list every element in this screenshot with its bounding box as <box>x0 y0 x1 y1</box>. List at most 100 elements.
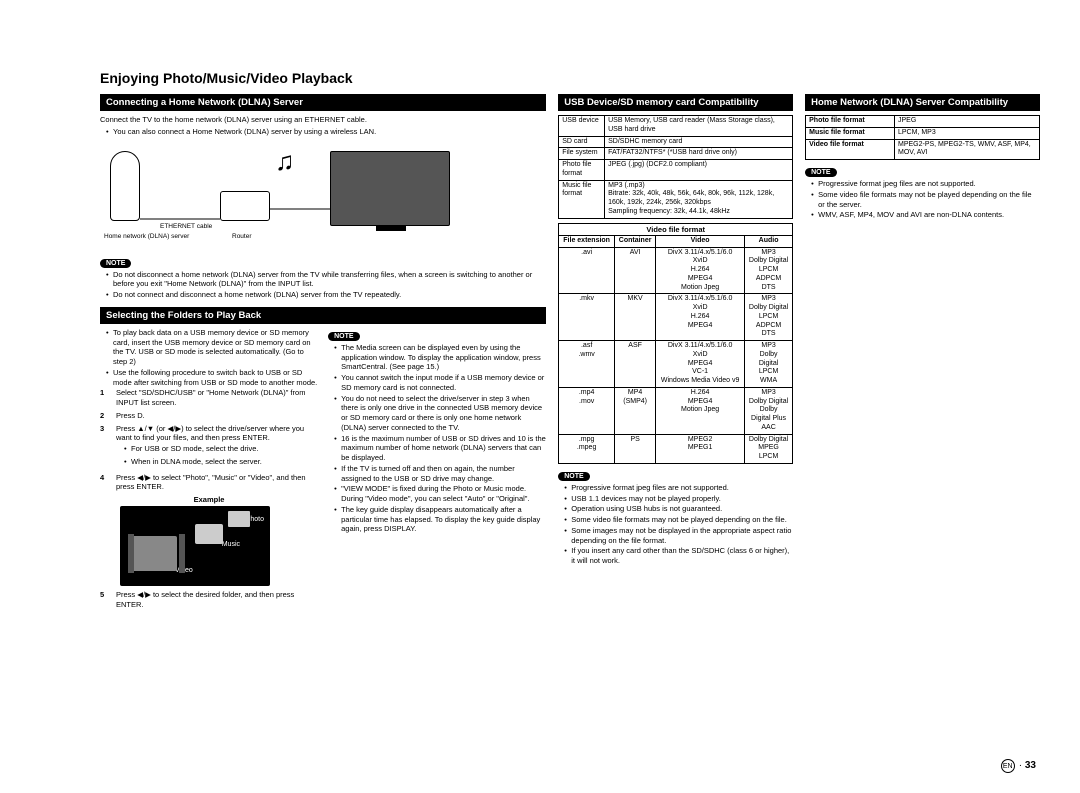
page-number-value: 33 <box>1025 760 1036 771</box>
cell: MP3 Dolby Digital Dolby Digital Plus AAC <box>745 387 793 434</box>
note-item: Operation using USB hubs is not guarante… <box>564 504 793 514</box>
step-text: Select "SD/SDHC/USB" or "Home Network (D… <box>116 388 318 408</box>
step-text: Press D. <box>116 411 145 421</box>
note-badge: NOTE <box>100 259 131 268</box>
note-item: 16 is the maximum number of USB or SD dr… <box>334 434 546 463</box>
cell: DivX 3.11/4.x/5.1/6.0 XviD H.264 MPEG4 <box>656 294 745 341</box>
note-item: Do not disconnect a home network (DLNA) … <box>106 270 546 290</box>
note-badge: NOTE <box>805 168 836 177</box>
step-num: 3 <box>100 424 110 470</box>
step-text: Press ◀/▶ to select the desired folder, … <box>116 590 318 610</box>
cell: MPEG2 MPEG1 <box>656 434 745 463</box>
dlna-bullet: You can also connect a Home Network (DLN… <box>106 127 546 137</box>
note-item: Some images may not be displayed in the … <box>564 526 793 546</box>
cell: MPEG2-PS, MPEG2-TS, WMV, ASF, MP4, MOV, … <box>894 139 1039 160</box>
heading-dlna-compat: Home Network (DLNA) Server Compatibility <box>805 94 1040 111</box>
page-columns: Connecting a Home Network (DLNA) Server … <box>100 94 1040 613</box>
video-format-table: Video file format File extension Contain… <box>558 223 793 464</box>
cell: .avi <box>559 247 615 294</box>
cell: MP3 (.mp3) Bitrate: 32k, 40k, 48k, 56k, … <box>605 180 793 218</box>
folders-right-notes: The Media screen can be displayed even b… <box>328 343 546 534</box>
substep: For USB or SD mode, select the drive. <box>124 444 318 454</box>
cell: JPEG <box>894 116 1039 128</box>
note-badge: NOTE <box>558 472 589 481</box>
dlna-intro: Connect the TV to the home network (DLNA… <box>100 115 546 125</box>
cell: Photo file format <box>806 116 895 128</box>
step-num: 2 <box>100 411 110 421</box>
page-number: EN· 33 <box>1001 759 1036 773</box>
connection-diagram: ♫ Home network (DLNA) server ETHERNET ca… <box>100 141 546 251</box>
example-label: Example <box>100 495 318 504</box>
cell: SD/SDHC memory card <box>605 136 793 148</box>
cell: DivX 3.11/4.x/5.1/6.0 XviD H.264 MPEG4 M… <box>656 247 745 294</box>
cell: FAT/FAT32/NTFS* (*USB hard drive only) <box>605 148 793 160</box>
cell: LPCM, MP3 <box>894 127 1039 139</box>
cell: Video file format <box>806 139 895 160</box>
diagram-wires <box>100 141 460 251</box>
folders-two-col: To play back data on a USB memory device… <box>100 328 546 613</box>
example-image: Photo Music Video <box>120 506 270 586</box>
folders-left: To play back data on a USB memory device… <box>100 328 318 613</box>
dlna-bullets: You can also connect a Home Network (DLN… <box>100 127 546 137</box>
folders-bullet: To play back data on a USB memory device… <box>106 328 318 367</box>
usb-compat-table: USB deviceUSB Memory, USB card reader (M… <box>558 115 793 219</box>
column-left: Connecting a Home Network (DLNA) Server … <box>100 94 546 613</box>
note-item: Do not connect and disconnect a home net… <box>106 290 546 300</box>
note-item: The key guide display disappears automat… <box>334 505 546 534</box>
col-head: File extension <box>559 235 615 247</box>
step-num: 4 <box>100 473 110 493</box>
video-caption: Video file format <box>559 223 793 235</box>
note-item: Some video file formats may not be playe… <box>564 515 793 525</box>
step-num: 5 <box>100 590 110 610</box>
dlna-notes: Do not disconnect a home network (DLNA) … <box>100 270 546 300</box>
note-item: You cannot switch the input mode if a US… <box>334 373 546 393</box>
note-item: USB 1.1 devices may not be played proper… <box>564 494 793 504</box>
folders-bullet: Use the following procedure to switch ba… <box>106 368 318 388</box>
cell: USB device <box>559 116 605 137</box>
cell: .asf .wmv <box>559 341 615 388</box>
folders-right: NOTE The Media screen can be displayed e… <box>328 328 546 613</box>
cell: MP3 Dolby Digital LPCM WMA <box>745 341 793 388</box>
cell: MKV <box>615 294 656 341</box>
note-item: Progressive format jpeg files are not su… <box>811 179 1040 189</box>
step-num: 1 <box>100 388 110 408</box>
cell: ASF <box>615 341 656 388</box>
dlna-compat-notes: Progressive format jpeg files are not su… <box>805 179 1040 220</box>
cell: H.264 MPEG4 Motion Jpeg <box>656 387 745 434</box>
note-item: Some video file formats may not be playe… <box>811 190 1040 210</box>
note-item: WMV, ASF, MP4, MOV and AVI are non-DLNA … <box>811 210 1040 220</box>
steps-list: 1 Select "SD/SDHC/USB" or "Home Network (… <box>100 388 318 492</box>
step-text: Press ◀/▶ to select "Photo", "Music" or … <box>116 473 318 493</box>
col-head: Audio <box>745 235 793 247</box>
cell: AVI <box>615 247 656 294</box>
note-badge: NOTE <box>328 332 359 341</box>
cell: SD card <box>559 136 605 148</box>
col-head: Video <box>656 235 745 247</box>
cell: PS <box>615 434 656 463</box>
note-item: "VIEW MODE" is fixed during the Photo or… <box>334 484 546 504</box>
lang-badge: EN <box>1001 759 1015 773</box>
cell: .mkv <box>559 294 615 341</box>
heading-folders: Selecting the Folders to Play Back <box>100 307 546 324</box>
heading-usb-compat: USB Device/SD memory card Compatibility <box>558 94 793 111</box>
step-text: Press ▲/▼ (or ◀/▶) to select the drive/s… <box>116 424 318 470</box>
cell: .mp4 .mov <box>559 387 615 434</box>
dlna-compat-table: Photo file formatJPEG Music file formatL… <box>805 115 1040 160</box>
cell: MP3 Dolby Digital LPCM ADPCM DTS <box>745 294 793 341</box>
cell: Dolby Digital MPEG LPCM <box>745 434 793 463</box>
cell: Music file format <box>806 127 895 139</box>
note-item: If the TV is turned off and then on agai… <box>334 464 546 484</box>
column-middle: USB Device/SD memory card Compatibility … <box>558 94 793 613</box>
cell: USB Memory, USB card reader (Mass Storag… <box>605 116 793 137</box>
usb-notes: Progressive format jpeg files are not su… <box>558 483 793 566</box>
cell: File system <box>559 148 605 160</box>
cell: MP3 Dolby Digital LPCM ADPCM DTS <box>745 247 793 294</box>
substep: When in DLNA mode, select the server. <box>124 457 318 467</box>
note-item: If you insert any card other than the SD… <box>564 546 793 566</box>
page-title: Enjoying Photo/Music/Video Playback <box>100 70 1040 86</box>
note-item: You do not need to select the drive/serv… <box>334 394 546 433</box>
column-right: Home Network (DLNA) Server Compatibility… <box>805 94 1040 613</box>
cell: Photo file format <box>559 160 605 181</box>
cell: JPEG (.jpg) (DCF2.0 compliant) <box>605 160 793 181</box>
cell: .mpg .mpeg <box>559 434 615 463</box>
